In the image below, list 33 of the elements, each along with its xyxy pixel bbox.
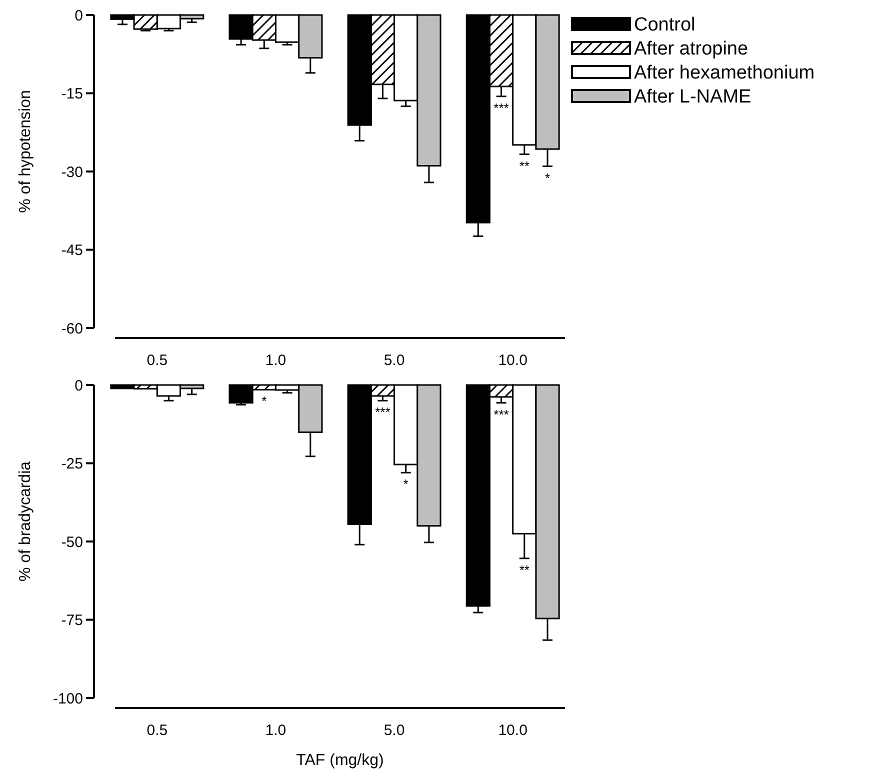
y-tick-label: -45 [61, 242, 83, 259]
x-tick-label: 1.0 [265, 352, 286, 369]
legend-label: After atropine [634, 38, 748, 60]
annotation: ** [519, 158, 530, 174]
x-axis-title: TAF (mg/kg) [296, 752, 384, 769]
x-tick-label: 1.0 [265, 722, 286, 739]
x-tick-label: 5.0 [384, 352, 405, 369]
y-axis-title: % of hypotension [17, 90, 34, 213]
annotation: * [544, 170, 550, 186]
annotation: * [403, 476, 408, 492]
x-tick-label: 0.5 [146, 352, 168, 369]
y-tick-label: 0 [74, 7, 83, 24]
x-tick-label: 5.0 [384, 722, 405, 739]
y-tick-label: 0 [74, 377, 83, 394]
annotation: *** [494, 406, 509, 422]
annotation: *** [375, 404, 390, 420]
y-tick-label: -15 [61, 86, 83, 102]
annotation: ** [519, 562, 530, 578]
y-tick-label: -30 [61, 164, 83, 181]
legend-label: After L-NAME [634, 86, 752, 108]
annotation: * [262, 394, 267, 409]
x-tick-label: 10.0 [498, 722, 528, 739]
y-tick-label: -25 [61, 456, 83, 472]
legend-label: Control [634, 14, 696, 36]
y-tick-label: -60 [61, 320, 83, 338]
y-tick-label: -75 [61, 612, 83, 629]
y-tick-label: -100 [52, 690, 83, 708]
annotation: *** [494, 100, 509, 116]
y-tick-label: -50 [61, 534, 83, 551]
x-tick-label: 0.5 [146, 722, 168, 739]
y-axis-title: % of bradycardia [17, 461, 34, 582]
x-tick-label: 10.0 [498, 352, 528, 369]
legend-label: After hexamethonium [634, 62, 815, 84]
